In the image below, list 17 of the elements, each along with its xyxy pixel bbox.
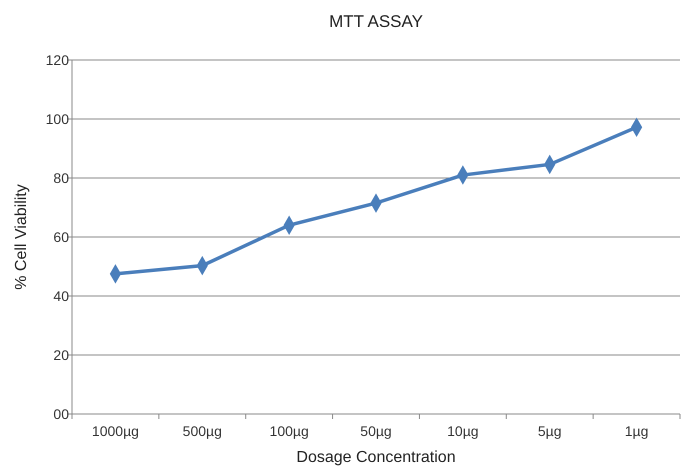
y-tick-label: 60: [53, 229, 70, 245]
x-tick-label: 100µg: [270, 423, 309, 439]
y-tick-label: 20: [53, 347, 70, 363]
x-tick-label: 50µg: [360, 423, 392, 439]
y-axis-title: % Cell Viability: [13, 184, 30, 290]
x-tick-label: 1µg: [624, 423, 648, 439]
x-axis-title: Dosage Concentration: [296, 449, 456, 466]
y-tick-label: 40: [53, 288, 70, 304]
y-tick-label: 00: [53, 406, 70, 422]
chart-title: MTT ASSAY: [329, 12, 423, 31]
y-tick-label: 120: [46, 52, 70, 68]
x-tick-label: 10µg: [447, 423, 479, 439]
x-tick-label: 1000µg: [92, 423, 139, 439]
x-tick-label: 5µg: [538, 423, 562, 439]
y-tick-label: 80: [53, 170, 70, 186]
x-tick-label: 500µg: [182, 423, 222, 439]
y-tick-label: 100: [46, 111, 70, 127]
